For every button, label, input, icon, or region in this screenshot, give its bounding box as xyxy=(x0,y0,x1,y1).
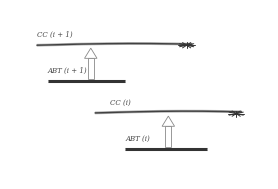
Text: ABT (i + 1): ABT (i + 1) xyxy=(48,67,87,75)
Polygon shape xyxy=(85,48,97,58)
Bar xyxy=(165,126,171,147)
Text: ABT (i): ABT (i) xyxy=(125,135,150,143)
Text: CC (i + 1): CC (i + 1) xyxy=(37,31,73,39)
Bar xyxy=(88,58,94,79)
Polygon shape xyxy=(162,116,175,126)
Text: CC (i): CC (i) xyxy=(110,99,131,107)
